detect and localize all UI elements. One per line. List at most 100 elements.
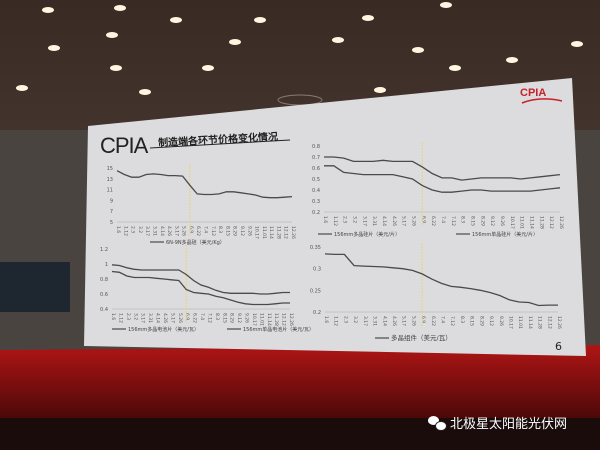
x-tick-label: 9.12 bbox=[236, 313, 242, 323]
x-tick-label: 10.17 bbox=[507, 316, 513, 329]
y-tick-label: 0.25 bbox=[310, 288, 321, 294]
x-tick-label: 4.26 bbox=[162, 313, 168, 323]
x-tick-label: 6.22 bbox=[430, 216, 436, 226]
x-tick-label: 8.3 bbox=[217, 226, 223, 233]
x-tick-label: 4.14 bbox=[159, 226, 165, 236]
x-tick-label: 3.17 bbox=[140, 313, 146, 323]
legend-label: 156mm多晶电池片（美元/瓦） bbox=[128, 326, 199, 333]
y-tick-label: 1 bbox=[105, 262, 108, 268]
legend-label: 156mm单晶电池片（美元/瓦） bbox=[243, 326, 314, 333]
x-tick-label: 2.3 bbox=[342, 316, 348, 323]
page-number: 6 bbox=[555, 340, 562, 353]
title-underline bbox=[149, 139, 291, 149]
x-tick-label: 11.28 bbox=[275, 226, 281, 239]
x-tick-label: 5.17 bbox=[401, 216, 407, 226]
ceiling-light bbox=[254, 17, 266, 23]
ceiling-light bbox=[440, 2, 452, 8]
x-tick-label: 5.17 bbox=[173, 226, 179, 236]
chart-3: 0.4 0.6 0.8 1 1.2 1.6 1.12 2.3 3.2 3.17 3.31 4.14 4.… bbox=[100, 245, 314, 333]
legend-label: 6N-9N多晶硅（美元/Kg） bbox=[166, 239, 225, 246]
x-tick-label: 11.01 bbox=[261, 226, 267, 239]
x-tick-label: 9.26 bbox=[498, 316, 504, 326]
y-tick-label: 0.2 bbox=[313, 310, 321, 316]
x-tick-label: 12.26 bbox=[558, 216, 564, 229]
x-tick-label: 7.12 bbox=[210, 226, 216, 236]
x-tick-label: 11.14 bbox=[529, 216, 535, 229]
y-tick-label: 0.8 bbox=[100, 277, 108, 283]
x-tick-label: 7.4 bbox=[440, 216, 446, 223]
y-tick-label: 0.35 bbox=[310, 245, 321, 251]
legend-label: 156mm多晶硅片（美元/片） bbox=[334, 231, 400, 238]
x-tick-label: 11.14 bbox=[268, 226, 274, 239]
series-line bbox=[324, 156, 561, 181]
chart-4: 0.2 0.25 0.3 0.35 1.6 1.12 2.3 3.2 3.17 3.31 4.14 4… bbox=[310, 243, 562, 342]
x-tick-label: 4.26 bbox=[391, 216, 397, 226]
x-tick-label: 3.2 bbox=[132, 313, 138, 320]
x-tick-label: 11.14 bbox=[527, 316, 533, 329]
y-tick-label: 15 bbox=[107, 166, 113, 172]
watermark: 北极星太阳能光伏网 bbox=[428, 413, 567, 432]
y-tick-label: 0.6 bbox=[100, 292, 108, 298]
x-tick-label: 8.15 bbox=[470, 216, 476, 226]
x-tick-label: 1.6 bbox=[323, 316, 329, 323]
ceiling-light bbox=[170, 17, 182, 23]
x-tick-label: 8.29 bbox=[232, 226, 238, 236]
x-tick-label: 3.2 bbox=[352, 316, 358, 323]
x-tick-label: 8.15 bbox=[221, 313, 227, 323]
x-tick-label: 2.3 bbox=[125, 313, 131, 320]
y-tick-label: 9 bbox=[110, 198, 113, 204]
x-tick-label: 11.01 bbox=[517, 316, 523, 329]
ceiling-lights bbox=[16, 2, 583, 106]
x-tick-label: 10.17 bbox=[254, 226, 260, 239]
ceiling-light bbox=[412, 47, 424, 53]
ceiling-light bbox=[229, 39, 241, 45]
ceiling-light bbox=[362, 15, 374, 21]
ceiling-light bbox=[449, 65, 461, 71]
x-tick-label: 8.3 bbox=[460, 216, 466, 223]
x-tick-label: 5.17 bbox=[401, 316, 407, 326]
x-tick-label: 12.12 bbox=[548, 216, 554, 229]
x-tick-label: 9.26 bbox=[246, 226, 252, 236]
y-tick-label: 1.2 bbox=[100, 247, 108, 253]
ceiling-light bbox=[506, 57, 518, 63]
x-tick-label: 3.31 bbox=[151, 226, 157, 236]
x-tick-label: 11.28 bbox=[538, 216, 544, 229]
x-tick-label: 5.26 bbox=[181, 226, 187, 236]
series-line bbox=[111, 264, 290, 295]
x-tick-label: 6.9 bbox=[420, 216, 426, 223]
x-tick-label: 1.12 bbox=[332, 216, 338, 226]
x-tick-label: 12.12 bbox=[283, 226, 289, 239]
floor bbox=[0, 418, 600, 450]
x-tick-label: 5.17 bbox=[169, 313, 175, 323]
x-tick-label: 3.17 bbox=[362, 316, 368, 326]
x-tick-label: 3.31 bbox=[371, 216, 377, 226]
x-tick-label: 12.26 bbox=[290, 226, 296, 239]
ceiling-light bbox=[139, 89, 151, 95]
watermark-text: 北极星太阳能光伏网 bbox=[450, 417, 568, 432]
x-tick-label: 6.22 bbox=[430, 316, 436, 326]
x-tick-label: 3.17 bbox=[144, 226, 150, 236]
ceiling-light bbox=[106, 32, 118, 38]
x-tick-label: 9.12 bbox=[488, 316, 494, 326]
ceiling-light bbox=[110, 65, 122, 71]
x-tick-label: 11.28 bbox=[537, 316, 543, 329]
x-tick-label: 1.12 bbox=[333, 316, 339, 326]
x-tick-label: 3.31 bbox=[147, 313, 153, 323]
y-tick-label: 0.6 bbox=[312, 166, 320, 172]
x-tick-label: 10.17 bbox=[251, 313, 257, 326]
x-tick-label: 7.12 bbox=[449, 316, 455, 326]
x-tick-label: 8.15 bbox=[224, 226, 230, 236]
x-tick-label: 2.3 bbox=[342, 216, 348, 223]
x-tick-label: 3.17 bbox=[361, 216, 367, 226]
x-tick-label: 4.14 bbox=[381, 216, 387, 226]
x-tick-label: 6.9 bbox=[188, 226, 194, 233]
x-tick-label: 3.2 bbox=[352, 216, 358, 223]
x-tick-label: 6.22 bbox=[195, 226, 201, 236]
x-tick-label: 5.26 bbox=[410, 316, 416, 326]
x-tick-label: 10.17 bbox=[509, 216, 515, 229]
x-tick-label: 8.29 bbox=[479, 216, 485, 226]
x-tick-label: 9.26 bbox=[499, 216, 505, 226]
x-tick-label: 8.3 bbox=[459, 316, 465, 323]
